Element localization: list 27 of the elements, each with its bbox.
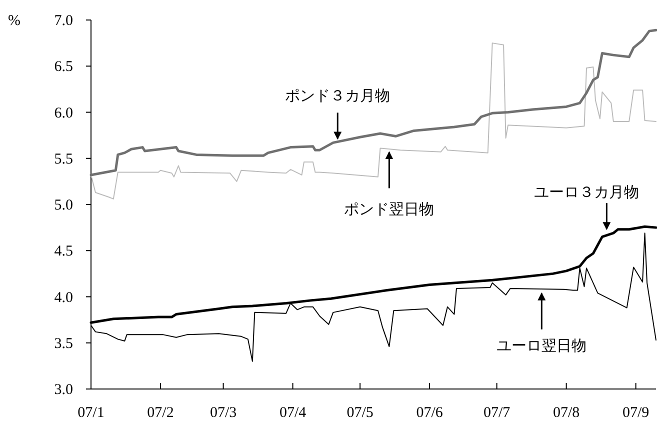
annotation: ユーロ３カ月物 <box>534 185 640 202</box>
xtick-label: 07/7 <box>483 405 510 421</box>
ytick-label: 7.0 <box>54 13 73 29</box>
xtick-label: 07/9 <box>622 405 650 421</box>
xtick-label: 07/1 <box>78 405 104 421</box>
xtick-label: 07/8 <box>552 405 580 421</box>
xtick-label: 07/5 <box>346 405 374 421</box>
ytick-label: 6.0 <box>54 105 73 122</box>
ytick-label: 3.5 <box>54 336 73 352</box>
annotation: ポンド３カ月物 <box>285 88 390 140</box>
ytick-label: 6.5 <box>54 59 73 76</box>
annotation: ユーロ３カ月物 <box>534 185 640 230</box>
ytick-label: 4.0 <box>54 290 73 306</box>
annotation: ポンド翌日物 <box>344 151 434 218</box>
annotation: ポンド翌日物 <box>344 202 434 218</box>
ytick-label: 3.0 <box>54 382 73 398</box>
annotation: ユーロ翌日物 <box>496 292 587 354</box>
annotation: ポンド３カ月物 <box>285 88 390 105</box>
xtick-label: 07/3 <box>210 405 237 421</box>
ytick-label: 5.0 <box>54 198 73 214</box>
ylabel: % <box>8 13 20 29</box>
xtick-label: 07/2 <box>147 405 174 421</box>
xtick-label: 07/6 <box>416 405 443 421</box>
ytick-label: 4.5 <box>54 244 73 260</box>
annotation: ユーロ翌日物 <box>496 338 587 354</box>
xtick-label: 07/4 <box>279 405 306 421</box>
ytick-label: 5.5 <box>54 151 73 168</box>
